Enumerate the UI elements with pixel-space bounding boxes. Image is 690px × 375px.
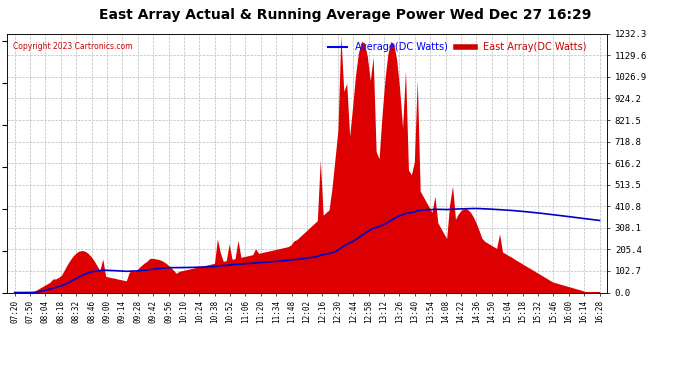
Text: Copyright 2023 Cartronics.com: Copyright 2023 Cartronics.com [13, 42, 132, 51]
Text: East Array Actual & Running Average Power Wed Dec 27 16:29: East Array Actual & Running Average Powe… [99, 8, 591, 21]
Legend: Average(DC Watts), East Array(DC Watts): Average(DC Watts), East Array(DC Watts) [324, 39, 591, 56]
